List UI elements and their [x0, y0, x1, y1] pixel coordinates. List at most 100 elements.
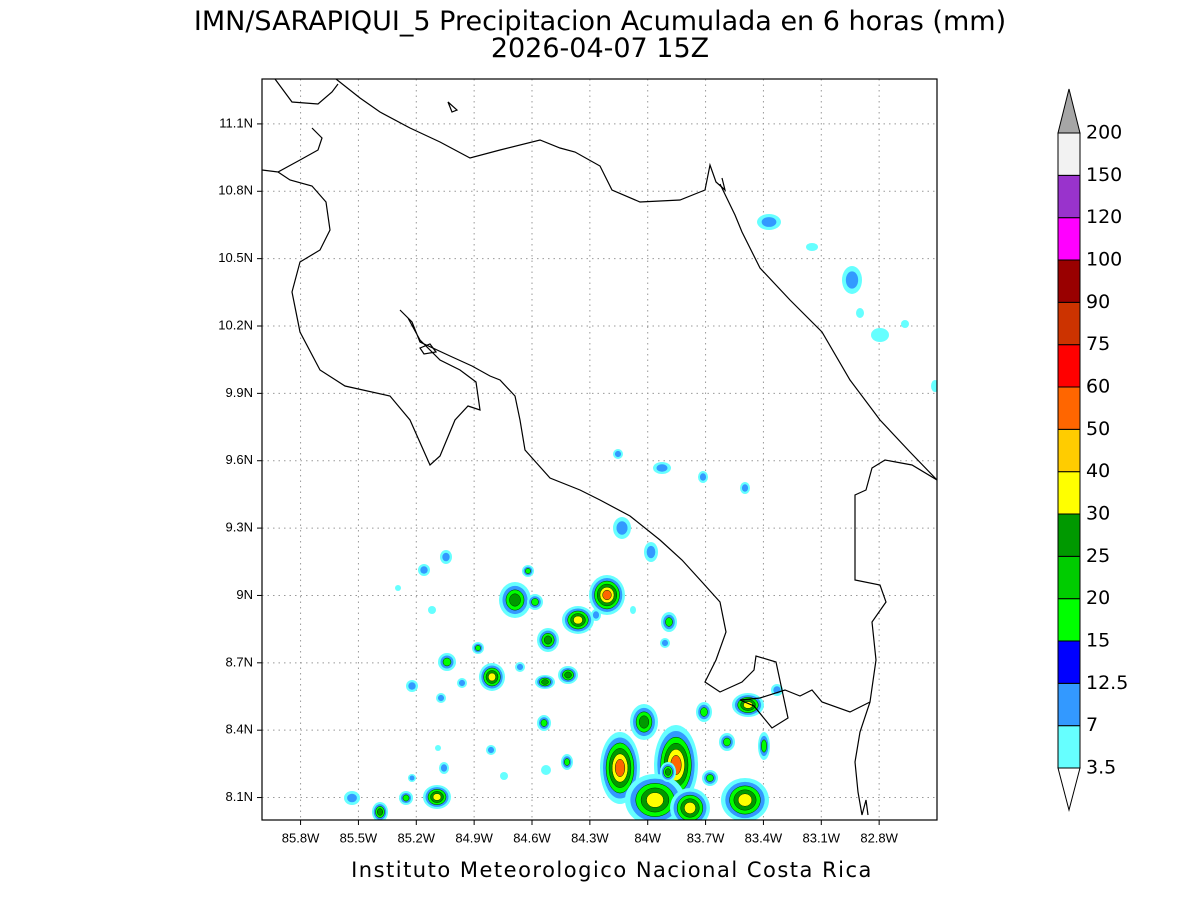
colorbar-label: 90: [1086, 291, 1110, 313]
precip-cell: [630, 606, 636, 614]
tick-labels: 85.8W 85.5W 85.2W 84.9W 84.6W 84.3W 84W 83.7W 83…: [218, 115, 898, 845]
precip-cell: [614, 450, 622, 458]
y-tick-label: 9.6N: [226, 452, 253, 467]
precip-cell: [516, 663, 524, 671]
colorbar: 3.5 7 12.5 15 20 25 30 40 50 60 75 90 100 120 150 200: [1057, 88, 1128, 812]
precip-cell: [761, 217, 777, 227]
y-tick-label: 9.9N: [226, 385, 253, 400]
colorbar-label: 60: [1086, 376, 1110, 398]
map-title: IMN/SARAPIQUI_5 Precipitacion Acumulada …: [194, 6, 1006, 37]
x-tick-label: 84.9W: [455, 830, 493, 845]
colorbar-box: [1057, 301, 1081, 346]
colorbar-box: [1057, 555, 1081, 600]
precip-cell: [737, 793, 753, 807]
x-tick-label: 83.4W: [745, 830, 783, 845]
precip-cell: [531, 598, 539, 606]
colorbar-label: 150: [1086, 164, 1122, 186]
y-tick-label: 8.7N: [226, 654, 253, 669]
y-tick-label: 9.3N: [226, 520, 253, 535]
x-tick-label: 83.7W: [687, 830, 725, 845]
precip-cell: [684, 802, 696, 814]
precip-cell: [901, 320, 909, 328]
precip-cell: [543, 635, 553, 645]
x-tick-label: 82.8W: [860, 830, 898, 845]
precip-cell: [440, 764, 448, 772]
precip-cell: [700, 707, 708, 717]
map-frame: [261, 78, 938, 821]
precip-cell: [442, 552, 450, 562]
precip-cell: [487, 746, 495, 754]
coastlines: [262, 79, 937, 816]
colorbar-under: [1057, 767, 1081, 812]
colorbar-label: 7: [1086, 714, 1098, 736]
precip-cell: [656, 464, 668, 472]
precip-cell: [437, 694, 445, 702]
colorbar-label: 50: [1086, 418, 1110, 440]
precip-cell: [602, 589, 612, 601]
precip-cell: [664, 768, 672, 776]
y-tick-label: 11.1N: [219, 115, 253, 130]
precip-cell: [646, 792, 664, 808]
x-tick-label: 84.6W: [513, 830, 551, 845]
precip-cell: [741, 484, 749, 492]
precip-cell: [564, 758, 570, 766]
precip-cell: [699, 473, 707, 481]
precip-cell: [564, 671, 572, 679]
precip-cell: [402, 794, 410, 802]
colorbar-label: 75: [1086, 333, 1110, 355]
grid: [262, 79, 937, 820]
colorbar-over: [1057, 88, 1081, 134]
precip-cell: [475, 645, 481, 651]
precip-cell: [525, 568, 531, 574]
coastline: [719, 183, 937, 481]
coastline: [274, 79, 727, 203]
y-tick-label: 8.1N: [226, 789, 253, 804]
colorbar-box: [1057, 344, 1081, 388]
precip-cell: [420, 566, 428, 574]
precip-cell: [428, 606, 436, 614]
footer: Instituto Meteorologico Nacional Costa R…: [351, 858, 873, 882]
x-tick-label: 83.1W: [802, 830, 840, 845]
precip-cell: [488, 672, 496, 682]
precip-cell: [614, 759, 626, 777]
y-tick-label: 10.2N: [218, 317, 253, 332]
colorbar-box: [1057, 640, 1081, 684]
colorbar-label: 120: [1086, 206, 1122, 228]
border: [854, 459, 937, 816]
precip-cell: [408, 682, 416, 690]
precip-cell: [871, 328, 889, 342]
y-tick-label: 9N: [236, 587, 253, 602]
precip-cell: [409, 775, 415, 781]
colorbar-box: [1057, 725, 1081, 769]
precip-cell: [638, 715, 650, 729]
colorbar-box: [1057, 428, 1081, 473]
colorbar-box: [1057, 513, 1081, 557]
colorbar-label: 25: [1086, 545, 1110, 567]
colorbar-label: 20: [1086, 587, 1110, 609]
x-tick-label: 85.5W: [340, 830, 378, 845]
colorbar-box: [1057, 259, 1081, 303]
island: [419, 101, 459, 355]
x-tick-label: 85.2W: [397, 830, 435, 845]
precip-cell: [723, 737, 731, 747]
precip-cell: [540, 719, 548, 727]
precip-cell: [616, 521, 628, 535]
colorbar-label: 100: [1086, 249, 1122, 271]
x-tick-label: 84W: [634, 830, 661, 845]
y-tick-label: 10.8N: [218, 183, 253, 198]
precip-cell: [665, 617, 673, 627]
x-tick-label: 84.3W: [571, 830, 609, 845]
precip-cell: [435, 745, 441, 751]
precip-cell: [500, 772, 508, 780]
colorbar-label: 30: [1086, 503, 1110, 525]
colorbar-label: 200: [1086, 122, 1122, 144]
x-tick-label: 85.8W: [282, 830, 320, 845]
precip-cell: [856, 308, 864, 318]
y-tick-label: 8.4N: [226, 722, 253, 737]
colorbar-label: 12.5: [1086, 672, 1128, 694]
precipitation-field: [344, 214, 937, 820]
precip-cell: [931, 380, 937, 392]
colorbar-box: [1057, 174, 1081, 219]
y-tick-label: 10.5N: [218, 250, 253, 265]
